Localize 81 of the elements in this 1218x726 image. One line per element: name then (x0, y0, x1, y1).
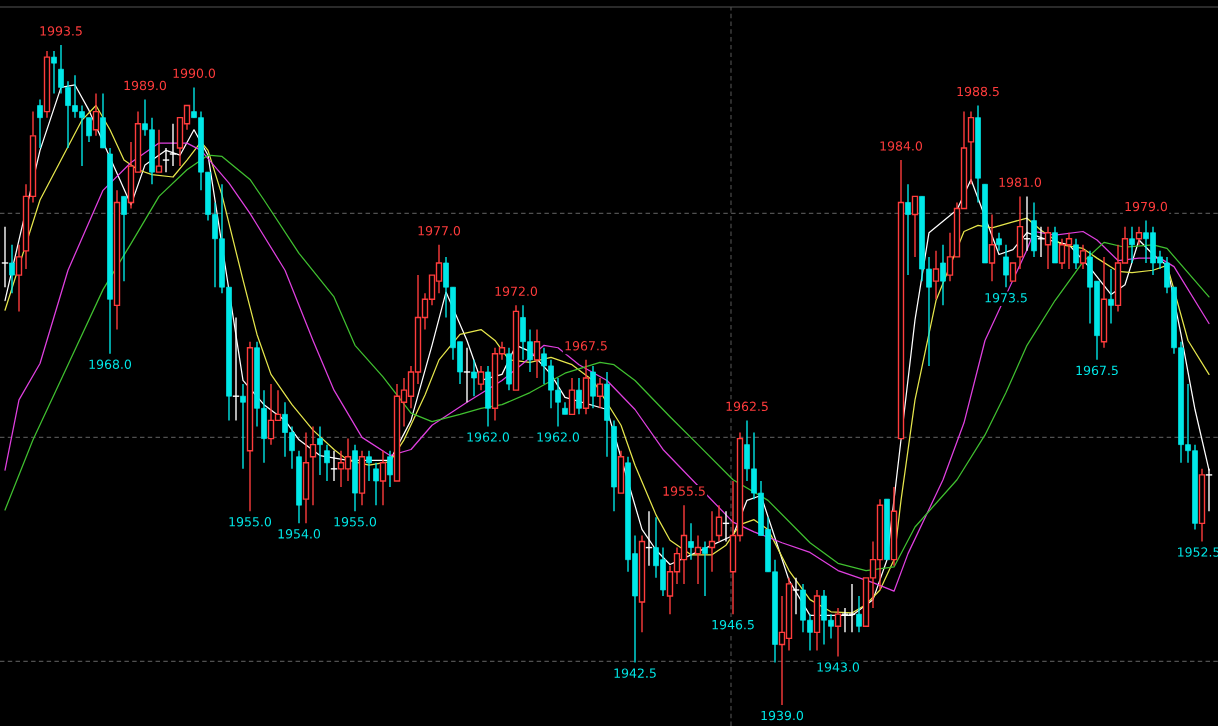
candlestick (813, 589, 821, 652)
annotation: 1946.5 (712, 619, 754, 630)
candlestick (856, 595, 862, 634)
candlestick (387, 449, 393, 488)
candlestick (324, 443, 330, 482)
annotation: 1984.0 (880, 141, 923, 151)
candlestick (1129, 225, 1135, 264)
annotation: 1989.0 (124, 80, 167, 91)
candlestick (932, 250, 940, 301)
candlestick (533, 328, 541, 379)
annotation: 1967.5 (565, 341, 607, 351)
candlestick (638, 534, 646, 634)
candlestick (37, 98, 43, 149)
annotation: 1962.0 (537, 432, 580, 442)
annotation: 1954.0 (278, 529, 321, 539)
candlestick (1016, 195, 1024, 270)
annotation: 1990.0 (173, 68, 216, 79)
annotation: 1955.5 (663, 486, 705, 496)
annotation: 1979.0 (1125, 201, 1168, 212)
annotation: 1972.0 (495, 286, 538, 296)
candlestick (366, 449, 372, 482)
candlestick (246, 341, 254, 512)
candlestick (1044, 225, 1052, 270)
candlestick (232, 316, 240, 422)
candlestick (688, 522, 694, 561)
annotation: 1955.0 (334, 517, 377, 527)
annotation: 1955.0 (229, 517, 272, 527)
annotation: 1939.0 (761, 710, 804, 721)
candlestick (694, 534, 702, 585)
candlestick (940, 244, 946, 307)
candlestick (1, 225, 9, 288)
candlestick (996, 232, 1002, 252)
candlestick (169, 123, 177, 167)
candlestick (1003, 244, 1009, 288)
annotation: 1943.0 (817, 662, 860, 672)
candlestick (715, 504, 723, 543)
candlestick (905, 183, 911, 276)
candlestick (302, 431, 310, 525)
annotation: 1988.5 (957, 86, 999, 97)
candlestick (834, 607, 842, 658)
candlestick (1135, 225, 1143, 246)
candlestick (1079, 244, 1087, 270)
candlestick (1100, 256, 1108, 349)
annotation: 1962.0 (467, 432, 510, 442)
annotation: 1981.0 (999, 177, 1042, 188)
candlestick (477, 365, 485, 391)
candlestick (15, 244, 23, 313)
candlestick (92, 92, 100, 137)
candlestick (379, 449, 387, 506)
candlestick (317, 425, 323, 476)
candlestick (576, 377, 582, 416)
candlestick (113, 189, 121, 331)
candlestick (463, 347, 471, 403)
annotation: 1973.5 (985, 292, 1027, 303)
candlestick (1073, 238, 1079, 270)
candlestick (988, 213, 996, 282)
candlestick (582, 359, 590, 416)
candlestick (330, 449, 338, 482)
annotation: 1942.5 (614, 668, 656, 678)
candlestick (358, 449, 366, 506)
annotation: 1967.5 (1076, 365, 1118, 376)
candlestick (121, 195, 127, 282)
candlestick (373, 462, 379, 506)
candlestick (708, 510, 716, 573)
candlestick (309, 425, 317, 506)
candlestick (967, 110, 975, 185)
candlestick (1198, 468, 1206, 543)
annotation: 1968.0 (89, 359, 132, 370)
candlestick (51, 50, 57, 95)
candlestick (890, 486, 898, 567)
annotation: 1962.5 (726, 401, 768, 412)
candlestick (240, 383, 246, 470)
candlestick (9, 244, 15, 294)
candlestick (702, 540, 708, 597)
candlestick (162, 147, 170, 173)
candlestick (1108, 268, 1114, 325)
annotation: 1993.5 (40, 26, 82, 36)
candlestick (43, 50, 51, 119)
candlestick (596, 377, 604, 409)
annotation: 1977.0 (418, 226, 461, 236)
candlestick (471, 359, 477, 397)
